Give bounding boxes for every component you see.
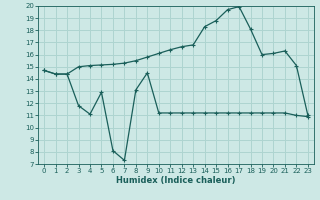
X-axis label: Humidex (Indice chaleur): Humidex (Indice chaleur) bbox=[116, 176, 236, 185]
